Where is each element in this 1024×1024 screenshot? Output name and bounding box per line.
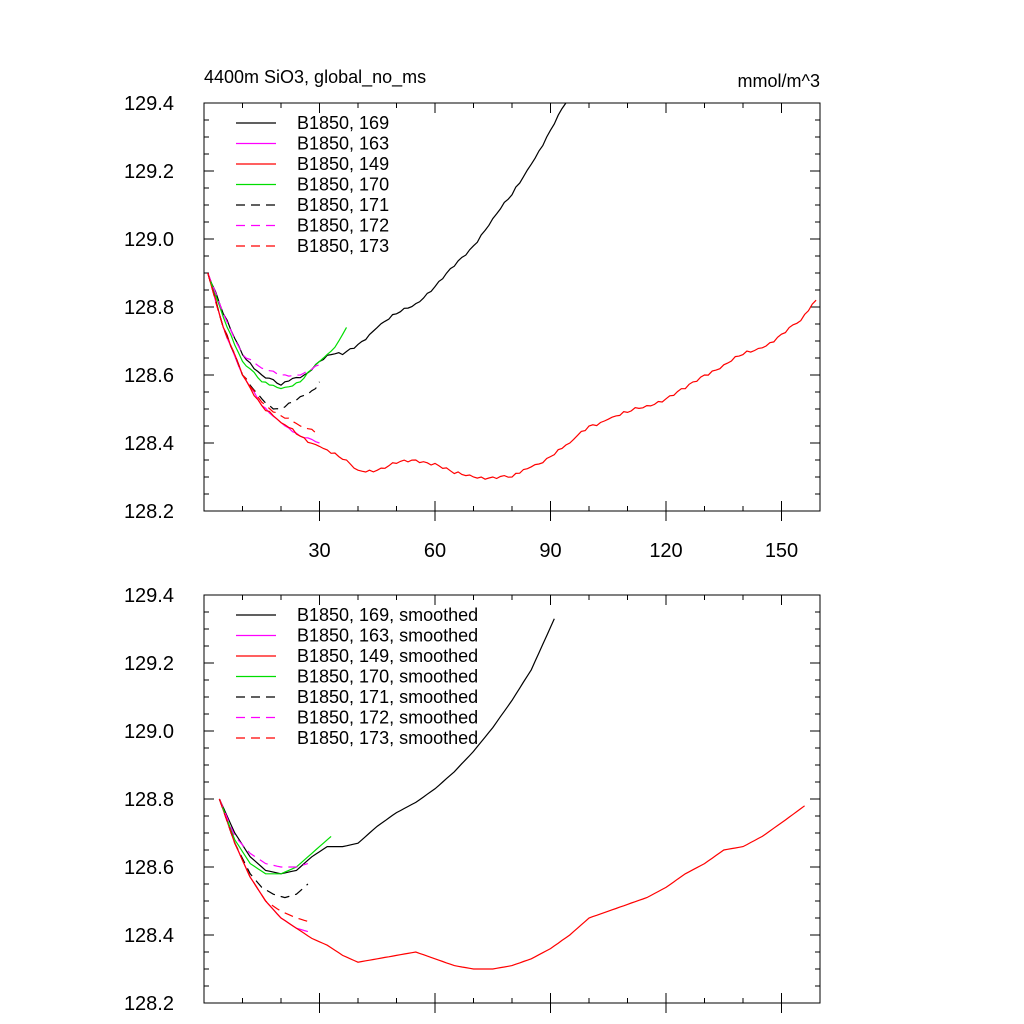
series-line (218, 798, 309, 899)
x-tick-label: 60 (424, 540, 446, 562)
y-tick-label: 128.4 (124, 925, 174, 947)
series-line (207, 272, 817, 480)
y-tick-label: 129.4 (124, 93, 174, 115)
y-tick-label: 128.2 (124, 993, 174, 1015)
figure-title: 4400m SiO3, global_no_ms (204, 67, 426, 88)
legend-label: B1850, 173, smoothed (297, 728, 478, 748)
legend-label: B1850, 163, smoothed (297, 626, 478, 646)
legend-label: B1850, 172 (297, 216, 389, 236)
series-line (218, 798, 309, 868)
series-line (218, 798, 332, 875)
y-tick-label: 129.0 (124, 229, 174, 251)
x-tick-label: 120 (649, 540, 682, 562)
chart-panel-top: 128.2 128.4 128.6 128.8 129.0 129.2 129.4 30 60 9… (124, 93, 821, 562)
y-tick-label: 129.4 (124, 585, 174, 607)
series-line (218, 798, 309, 922)
series-line (207, 272, 320, 434)
x-tick-label: 90 (539, 540, 561, 562)
series-line (218, 798, 805, 970)
series-line (218, 798, 309, 933)
legend-label: B1850, 149 (297, 154, 389, 174)
legend-label: B1850, 170, smoothed (297, 667, 478, 687)
x-tick-label: 150 (765, 540, 798, 562)
y-tick-label: 128.8 (124, 789, 174, 811)
legend-label: B1850, 171 (297, 195, 389, 215)
figure-units: mmol/m^3 (738, 71, 820, 91)
y-tick-label: 128.6 (124, 857, 174, 879)
legend-label: B1850, 173 (297, 236, 389, 256)
y-tick-label: 129.2 (124, 161, 174, 183)
y-tick-label: 128.6 (124, 365, 174, 387)
legend-label: B1850, 163 (297, 134, 389, 154)
y-tick-label: 129.2 (124, 653, 174, 675)
y-tick-label: 129.0 (124, 721, 174, 743)
y-tick-label: 128.2 (124, 501, 174, 523)
series-line (207, 272, 348, 390)
legend-label: B1850, 149, smoothed (297, 646, 478, 666)
series-line (218, 618, 555, 875)
legend-label: B1850, 171, smoothed (297, 687, 478, 707)
legend-label: B1850, 169, smoothed (297, 605, 478, 625)
series-line (207, 272, 320, 444)
legend-label: B1850, 169 (297, 113, 389, 133)
series-line (207, 272, 320, 377)
legend-label: B1850, 170 (297, 175, 389, 195)
y-tick-label: 128.8 (124, 297, 174, 319)
x-tick-label: 30 (308, 540, 330, 562)
series-line (207, 102, 567, 386)
legend-label: B1850, 172, smoothed (297, 708, 478, 728)
chart-panel-bottom: 128.2 128.4 128.6 128.8 129.0 129.2 129.4 B1850… (124, 585, 821, 1015)
y-tick-label: 128.4 (124, 433, 174, 455)
series-line (207, 272, 321, 410)
